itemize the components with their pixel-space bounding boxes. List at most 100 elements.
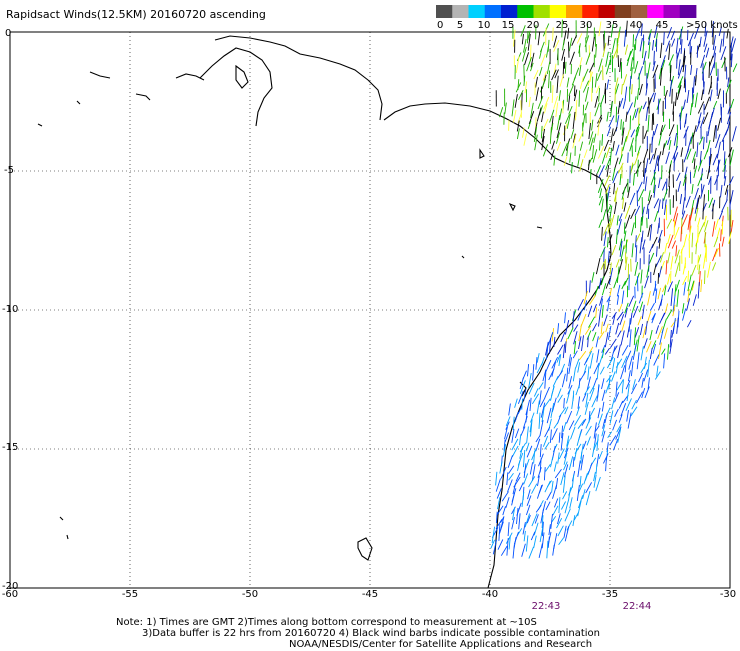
wind-barb [659,313,664,324]
wind-barb [648,225,651,237]
wind-barb [631,130,635,138]
wind-barb [569,456,572,470]
wind-barb [612,358,615,372]
wind-barb [700,37,701,47]
wind-barb [675,284,676,296]
wind-barb [705,97,710,110]
wind-barb [615,392,619,402]
wind-barb [701,90,703,101]
wind-barb [719,211,722,219]
wind-barb [602,153,605,164]
wind-barb [524,463,526,478]
wind-barb [675,263,679,277]
wind-barb [565,341,566,352]
wind-barb [627,103,632,115]
wind-barb [548,537,549,548]
wind-barb [589,317,595,328]
wind-barb [640,302,643,313]
legend-swatch [647,5,664,18]
wind-barb [673,146,678,159]
wind-barb [558,526,564,536]
wind-barb [708,262,711,278]
wind-barb [559,538,564,545]
wind-barb [521,427,525,436]
wind-barb [552,85,553,103]
wind-barb [583,489,586,499]
wind-barb [515,399,518,408]
lon-tick-label: -45 [362,589,378,600]
wind-barb [612,397,615,409]
wind-barb [620,58,621,72]
wind-barb [614,183,615,194]
wind-barb [638,160,639,177]
wind-barb [508,522,509,536]
wind-barb [662,198,663,209]
wind-barb [563,422,566,432]
wind-barb [549,71,550,89]
wind-barb [635,262,638,276]
wind-barb [710,56,714,67]
wind-barb [602,402,604,412]
wind-barb [599,88,600,102]
wind-barb [608,326,611,340]
map-title: Rapidsact Winds(12.5KM) 20160720 ascendi… [6,8,266,21]
wind-barb [658,178,660,188]
wind-barb [677,173,681,181]
wind-barb [722,200,728,212]
wind-barb [659,266,662,277]
wind-barb [562,49,565,61]
wind-barb [563,101,564,114]
wind-barb [583,114,585,128]
wind-barb [567,521,572,531]
wind-barb [609,116,614,128]
wind-barb [529,547,534,559]
wind-barb [568,96,570,111]
wind-barb [536,87,539,100]
wind-barb [718,89,721,99]
wind-barb [621,403,626,416]
wind-barb [627,410,629,422]
wind-barb [733,64,737,72]
lat-tick-label: -20 [2,581,18,592]
wind-barb [640,324,642,335]
wind-barb [579,351,585,360]
wind-barb [602,134,603,146]
wind-barb [592,272,594,283]
wind-barb [580,142,582,151]
wind-barb [585,387,590,395]
wind-barb [567,368,568,382]
wind-barb [630,193,635,205]
wind-barb [552,398,556,412]
wind-barb [616,107,617,123]
wind-barb [641,217,642,232]
wind-barb [724,151,725,165]
wind-barb [653,40,654,50]
wind-barb [704,216,706,227]
wind-barb [641,346,643,360]
wind-barb [632,243,633,257]
wind-barb [668,234,671,244]
wind-barb [531,532,535,540]
wind-barb [674,133,676,146]
wind-barb [592,120,593,131]
wind-barb [641,270,642,284]
wind-barb [677,290,679,307]
wind-barb [597,349,599,362]
wind-barb [710,90,712,102]
wind-barb [721,185,723,198]
wind-barb [578,362,580,372]
wind-barb [692,233,693,248]
wind-barb [602,227,603,241]
wind-barb [645,276,649,288]
wind-barb [731,99,734,108]
wind-barb [537,485,541,499]
wind-barb [560,109,562,121]
wind-barb [664,32,665,45]
wind-barb [654,199,659,209]
wind-barb [701,185,705,199]
wind-barb [644,130,647,138]
wind-barb [578,420,585,429]
wind-barb [613,127,617,136]
wind-barb [530,398,531,411]
